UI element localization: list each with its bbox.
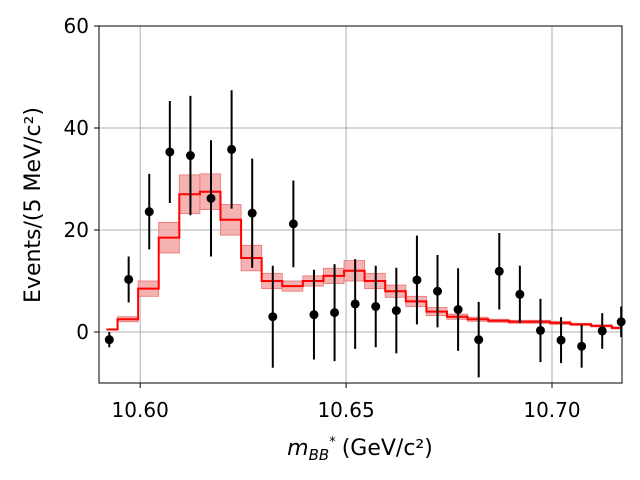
x-axis-label: mBB* (GeV/c²): [287, 435, 433, 464]
axis-ticks: [94, 25, 553, 388]
y-tick-label: 60: [64, 14, 89, 38]
y-tick-label: 0: [76, 320, 89, 344]
data-point: [268, 312, 278, 322]
y-axis-label: Events/(5 MeV/c²): [21, 107, 46, 303]
x-tick-label: 10.60: [112, 398, 169, 422]
data-point: [350, 299, 360, 309]
x-axis-label-sub: BB: [309, 446, 330, 464]
x-axis-label-sup: *: [329, 435, 336, 450]
data-point: [124, 274, 134, 284]
y-tick-labels: 0 20 40 60: [64, 14, 89, 344]
data-point: [535, 325, 545, 335]
data-point: [309, 310, 319, 320]
data-point: [577, 341, 587, 351]
data-point: [556, 335, 566, 345]
data-point: [288, 219, 298, 229]
data-point: [371, 302, 381, 311]
data-point: [474, 335, 484, 345]
fit-line: [106, 190, 622, 331]
fit-uncertainty-band: [117, 173, 623, 330]
data-point: [597, 326, 607, 336]
y-tick-label: 40: [64, 116, 89, 140]
data-point: [247, 208, 257, 218]
data-point: [104, 335, 114, 345]
data-point: [453, 305, 463, 315]
data-point: [206, 193, 216, 203]
data-point: [144, 207, 154, 217]
x-tick-labels: 10.60 10.65 10.70: [112, 398, 581, 422]
data-point: [330, 308, 340, 318]
fit-histogram: [106, 190, 622, 331]
data-point: [185, 151, 195, 161]
data-point: [412, 275, 422, 285]
x-axis-label-main: m: [287, 436, 308, 461]
data-point: [227, 144, 237, 154]
data-point: [391, 306, 401, 316]
data-point: [433, 286, 443, 296]
data-point: [165, 147, 175, 157]
x-tick-label: 10.70: [523, 398, 580, 422]
y-tick-label: 20: [64, 218, 89, 242]
x-tick-label: 10.65: [317, 398, 374, 422]
data-points: [104, 90, 626, 378]
data-point: [515, 289, 525, 299]
x-axis-label-units: (GeV/c²): [342, 436, 433, 461]
data-point: [494, 266, 504, 276]
data-point: [616, 317, 626, 327]
plot-frame: [98, 25, 623, 384]
